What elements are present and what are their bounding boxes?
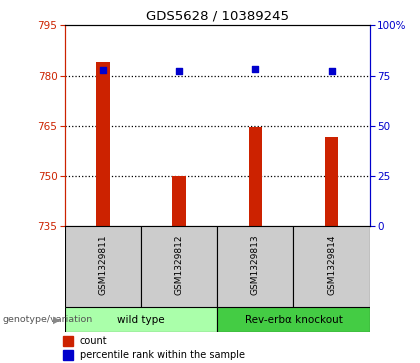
Bar — [96, 62, 110, 226]
Bar — [141, 226, 218, 307]
Text: wild type: wild type — [118, 315, 165, 325]
Bar — [63, 336, 73, 346]
Text: percentile rank within the sample: percentile rank within the sample — [79, 350, 244, 360]
Point — [176, 69, 183, 74]
Text: count: count — [79, 336, 107, 346]
Bar — [218, 307, 370, 332]
Title: GDS5628 / 10389245: GDS5628 / 10389245 — [146, 10, 289, 23]
Point — [100, 68, 107, 73]
Bar — [63, 350, 73, 360]
Bar — [218, 226, 294, 307]
Text: GSM1329813: GSM1329813 — [251, 234, 260, 295]
Bar — [325, 137, 339, 226]
Point — [252, 66, 259, 72]
Text: genotype/variation: genotype/variation — [2, 315, 92, 324]
Text: ▶: ▶ — [53, 315, 61, 325]
Bar — [65, 307, 218, 332]
Text: GSM1329811: GSM1329811 — [99, 234, 108, 295]
Point — [328, 69, 335, 74]
Text: Rev-erbα knockout: Rev-erbα knockout — [244, 315, 342, 325]
Text: GSM1329814: GSM1329814 — [327, 235, 336, 295]
Bar — [65, 226, 141, 307]
Text: GSM1329812: GSM1329812 — [175, 235, 184, 295]
Bar — [294, 226, 370, 307]
Bar — [173, 176, 186, 226]
Bar — [249, 127, 262, 226]
